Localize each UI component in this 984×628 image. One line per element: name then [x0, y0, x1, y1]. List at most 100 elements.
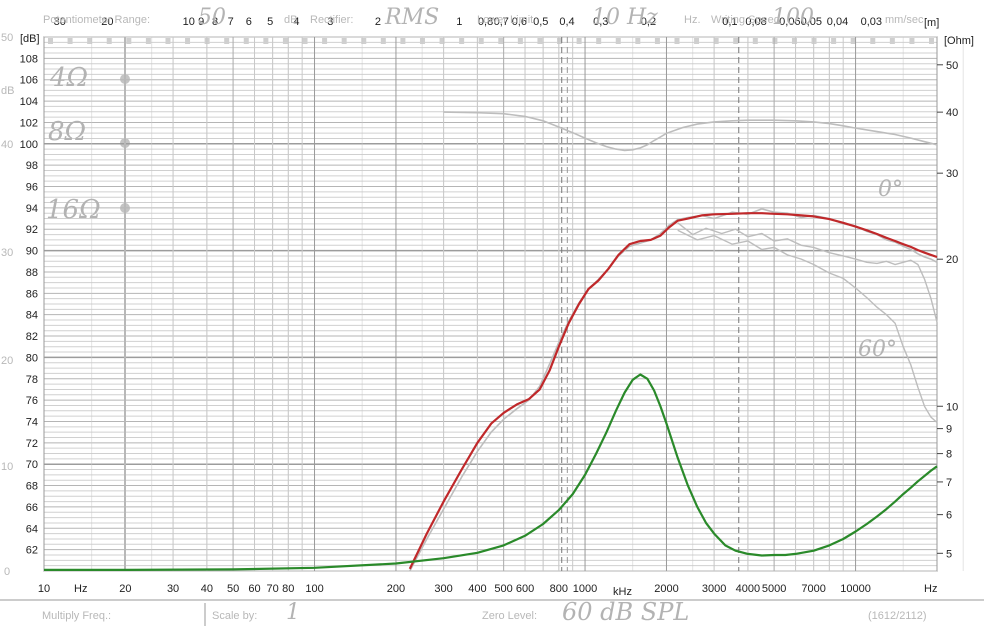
top-strip-mark: [596, 38, 602, 44]
y-tick-label-left: 88: [26, 267, 38, 279]
x-tick-label: 7000: [801, 583, 825, 595]
multiply-freq-label: Multiply Freq.:: [42, 610, 111, 622]
y-tick-label-right: 8: [946, 449, 952, 461]
y-tick-label-left: 66: [26, 502, 38, 514]
x-tick-label: 2000: [654, 583, 678, 595]
top-strip-mark: [752, 38, 758, 44]
top-strip-mark: [791, 38, 797, 44]
top-tick-label: 0,03: [861, 16, 882, 28]
y-tick-label-left: 92: [26, 224, 38, 236]
reference-spl-30deg-curve: [677, 222, 938, 323]
top-strip-mark: [302, 38, 308, 44]
handwritten-label-8-ohm: 8Ω: [48, 117, 86, 147]
x-tick-label: 60: [248, 583, 260, 595]
x-unit-right: Hz: [924, 583, 937, 595]
top-strip-mark: [341, 38, 347, 44]
y-tick-label-left: 104: [20, 96, 38, 108]
top-strip-mark: [87, 38, 93, 44]
top-strip-mark: [361, 38, 367, 44]
y-tick-label-left: 90: [26, 246, 38, 258]
y-tick-label-left: 86: [26, 288, 38, 300]
x-tick-label: 80: [282, 583, 294, 595]
top-strip-mark: [654, 38, 660, 44]
x-tick-label: 800: [550, 583, 568, 595]
x-tick-label: 400: [468, 583, 486, 595]
y-tick-label-left: 74: [26, 416, 38, 428]
top-strip-mark: [615, 38, 621, 44]
y-tick-label-left: 102: [20, 117, 38, 129]
scan-left-label-20: 20: [1, 355, 13, 367]
top-strip-mark: [517, 38, 523, 44]
top-tick-label: 3: [327, 16, 333, 28]
top-tick-label: 0,3: [593, 16, 608, 28]
handwritten-label-16-ohm: 16Ω: [46, 195, 101, 225]
mm-sec-label: mm/sec: [885, 14, 924, 26]
top-tick-label: 0,7: [494, 16, 509, 28]
y-tick-label-left: 96: [26, 182, 38, 194]
x-unit-left: Hz: [74, 583, 87, 595]
y-tick-label-left: 106: [20, 75, 38, 87]
top-strip-mark: [635, 38, 641, 44]
x-tick-label: 3000: [702, 583, 726, 595]
top-strip-mark: [850, 38, 856, 44]
y-tick-label-left: 84: [26, 310, 38, 322]
top-strip-mark: [909, 38, 915, 44]
top-strip-mark: [478, 38, 484, 44]
x-tick-label: 500: [494, 583, 512, 595]
top-strip-mark: [282, 38, 288, 44]
handwritten-label-60deg: 60°: [858, 337, 897, 362]
zero-level-label: Zero Level:: [482, 610, 537, 622]
x-tick-label: 600: [516, 583, 534, 595]
zero-level-value: 60 dB SPL: [562, 598, 689, 626]
x-tick-label: 4000: [736, 583, 760, 595]
x-tick-label: 10000: [840, 583, 871, 595]
x-tick-label: 200: [387, 583, 405, 595]
top-tick-label: 0,04: [827, 16, 848, 28]
x-tick-label: 40: [201, 583, 213, 595]
y-unit-right: [Ohm]: [944, 35, 974, 47]
lower-limit-label: Lower Limit: [477, 14, 533, 26]
writing-speed-value: 100: [772, 5, 814, 30]
top-tick-label: 1: [456, 16, 462, 28]
top-strip-mark: [831, 38, 837, 44]
series-spl-line: [408, 212, 938, 570]
top-strip-mark: [126, 38, 132, 44]
y-tick-label-left: 108: [20, 53, 38, 65]
top-strip-mark: [263, 38, 269, 44]
top-strip-mark: [576, 38, 582, 44]
scan-left-label-db: dB: [1, 85, 14, 97]
top-strip-mark: [557, 38, 563, 44]
rectifier-value: RMS: [384, 5, 439, 30]
y-tick-label-left: 80: [26, 352, 38, 364]
series-impedance-line: [44, 373, 938, 571]
x-tick-label: 5000: [762, 583, 786, 595]
top-strip-mark: [870, 38, 876, 44]
hz-label: Hz.: [684, 14, 701, 26]
reference-impedance-curve: [443, 111, 938, 152]
top-tick-label: 0,2: [641, 16, 656, 28]
top-strip-mark: [380, 38, 386, 44]
scale-by-label: Scale by:: [212, 610, 257, 622]
x-unit-mid: kHz: [613, 586, 632, 598]
handwritten-label-0deg: 0°: [878, 177, 903, 202]
top-tick-label: 0,4: [559, 16, 574, 28]
rectifier-label: Rectifier:: [310, 14, 353, 26]
top-strip-mark: [929, 38, 934, 44]
top-tick-label: 0,08: [745, 16, 766, 28]
potentiometer-db-label: dB: [284, 14, 297, 26]
top-strip-mark: [224, 38, 230, 44]
top-strip-mark: [713, 38, 719, 44]
y-tick-label-left: 72: [26, 438, 38, 450]
top-tick-label: 2: [375, 16, 381, 28]
y-tick-label-left: 82: [26, 331, 38, 343]
top-unit: [m]: [924, 17, 939, 29]
y-tick-label-right: 30: [946, 168, 958, 180]
top-tick-label: 7: [228, 16, 234, 28]
y-tick-label-right: 40: [946, 107, 958, 119]
x-tick-label: 20: [119, 583, 131, 595]
top-strip-mark: [537, 38, 543, 44]
top-tick-label: 4: [293, 16, 299, 28]
top-strip-mark: [106, 38, 112, 44]
y-tick-label-left: 68: [26, 481, 38, 493]
